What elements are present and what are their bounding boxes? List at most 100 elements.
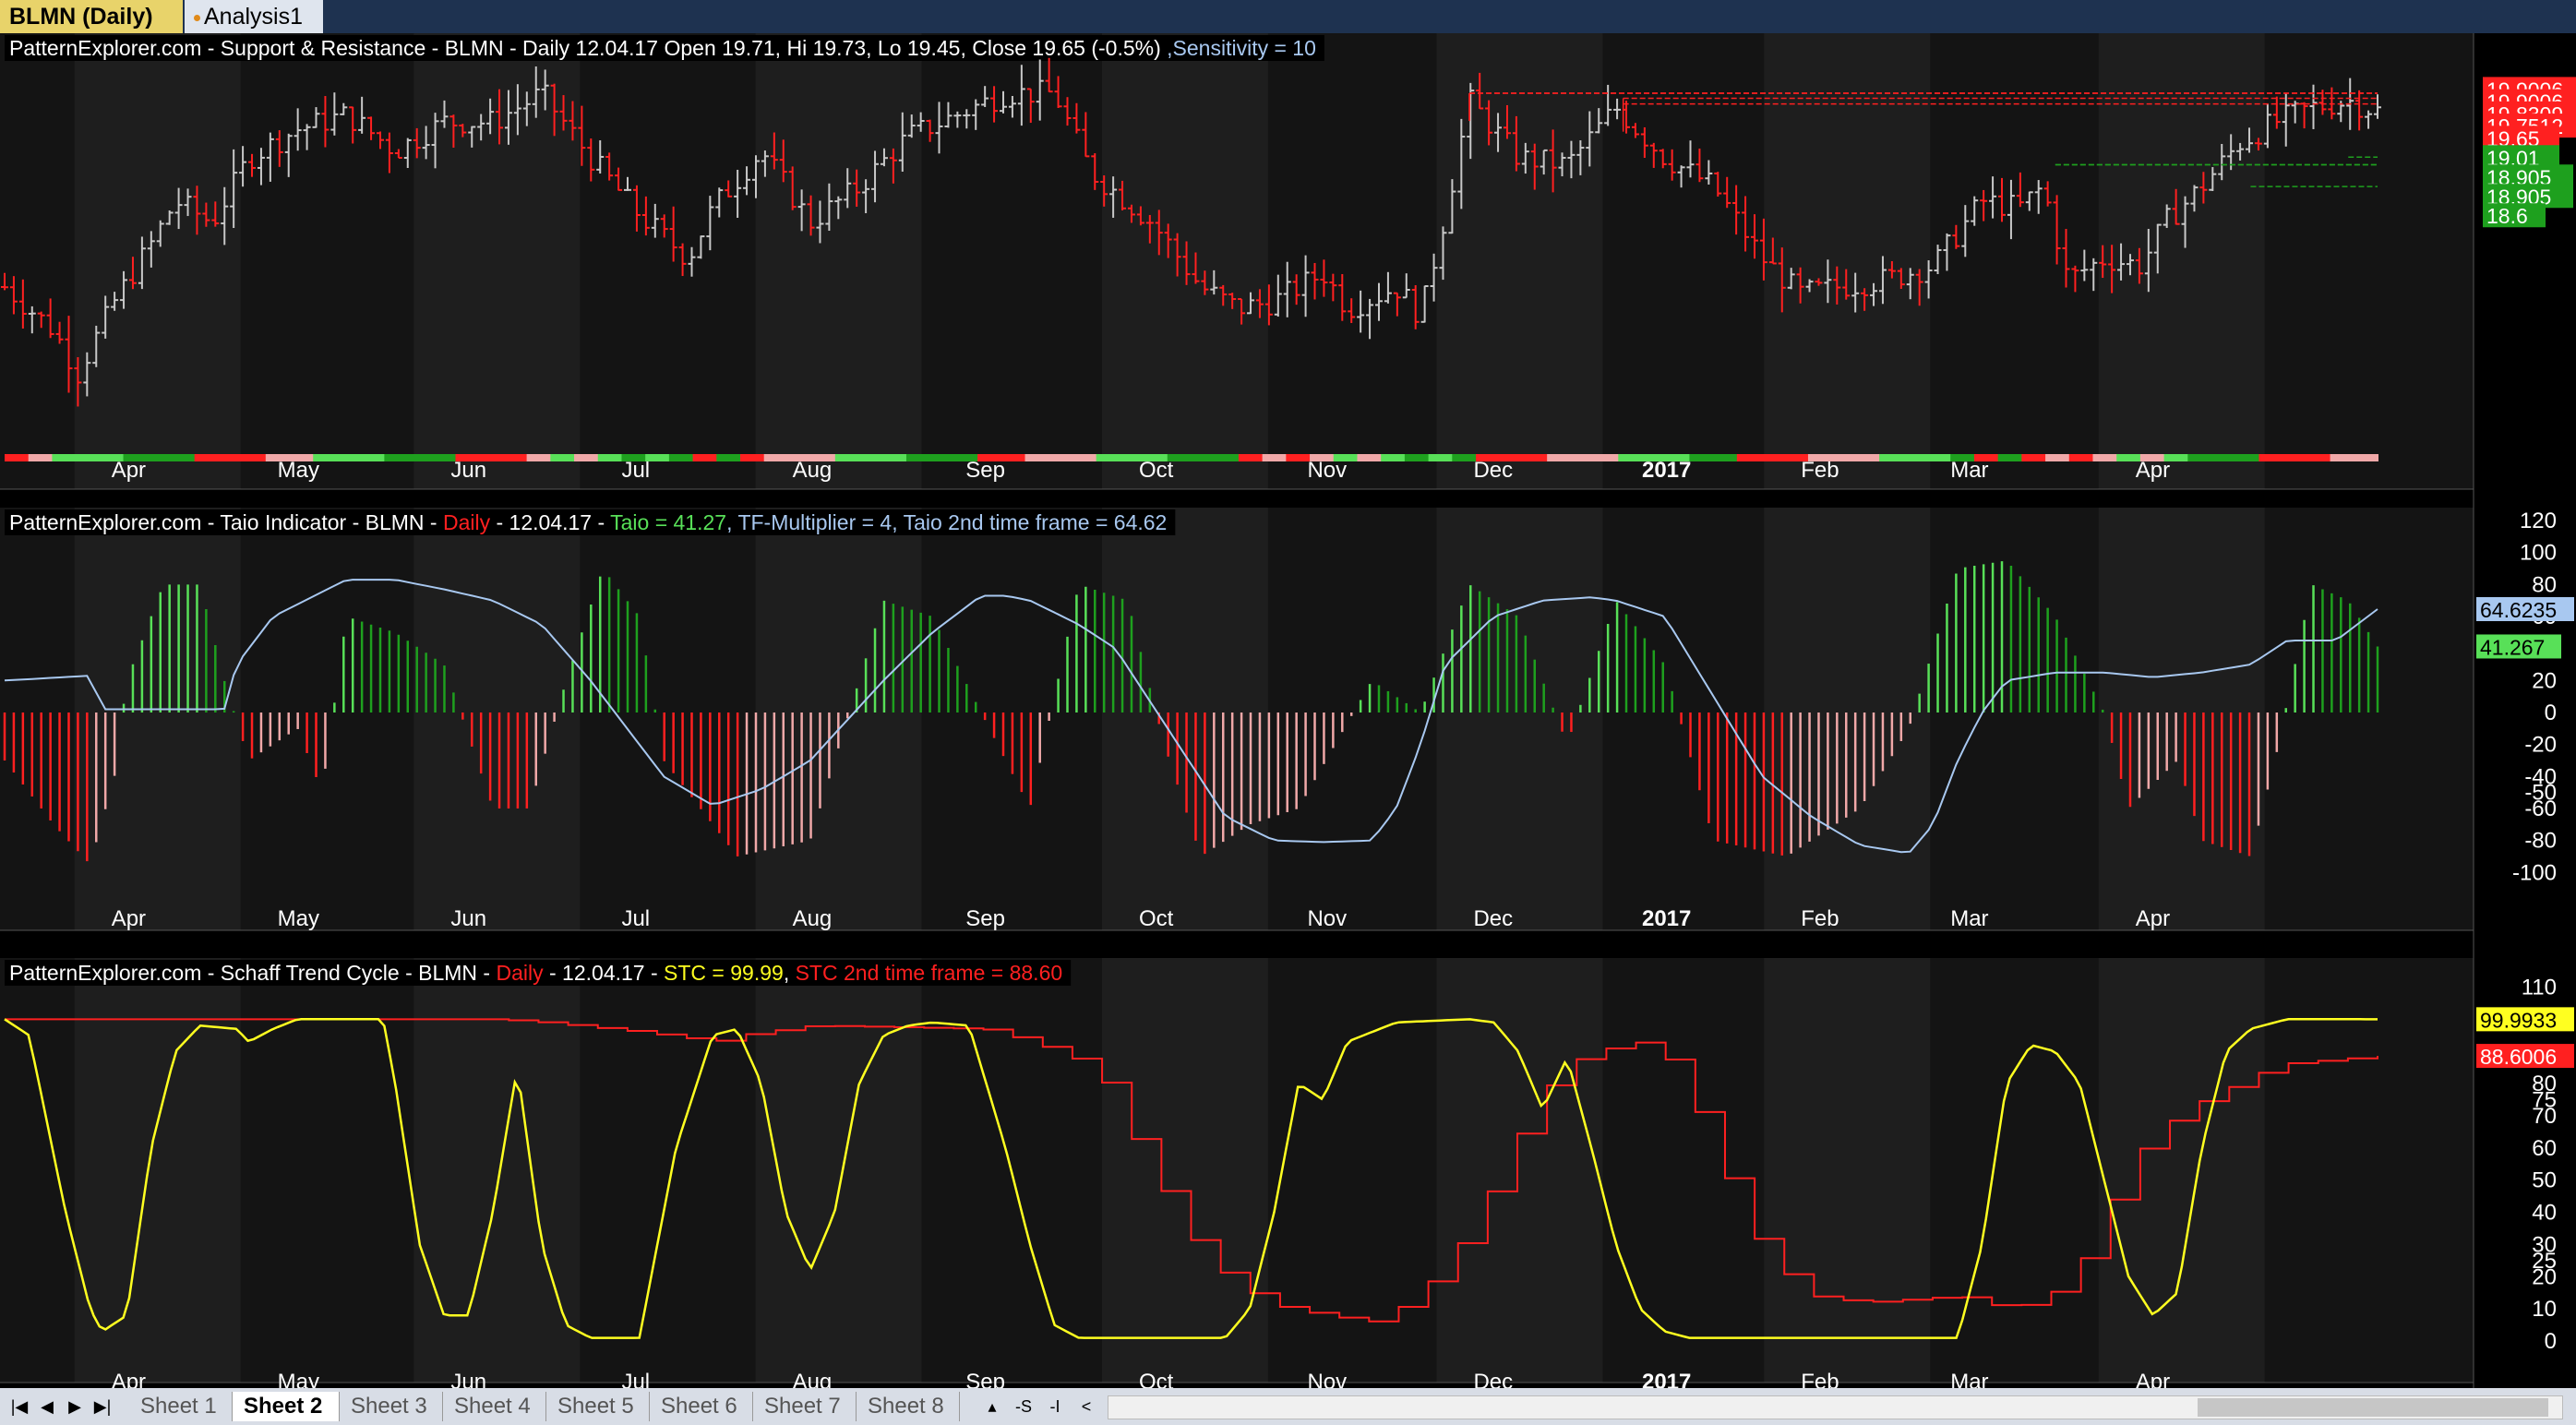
sheet-option-up[interactable]: ▴ bbox=[988, 1397, 997, 1416]
sheet-tab[interactable]: Sheet 5 bbox=[546, 1392, 650, 1421]
ohlc-series bbox=[1, 57, 2381, 407]
strip-segment bbox=[1381, 454, 1406, 461]
strip-segment bbox=[265, 454, 291, 461]
month-stripe bbox=[74, 33, 241, 489]
title-segment: STC = 99.99 bbox=[664, 961, 784, 985]
strip-segment bbox=[242, 454, 267, 461]
strip-segment bbox=[1404, 454, 1430, 461]
month-label: Dec bbox=[1473, 906, 1513, 931]
title-background bbox=[5, 509, 1176, 535]
strip-segment bbox=[858, 454, 884, 461]
title-segment: - 12.04.17 - bbox=[544, 961, 664, 985]
sheet-option-i[interactable]: -I bbox=[1049, 1397, 1060, 1416]
strip-segment bbox=[1144, 454, 1168, 461]
value-label-box bbox=[2476, 1007, 2574, 1032]
sheet-tab[interactable]: Sheet 7 bbox=[753, 1392, 857, 1421]
tab-analysis1[interactable]: Analysis1 bbox=[185, 0, 323, 33]
strip-segment bbox=[2187, 454, 2213, 461]
axis-tick-label: 20 bbox=[2532, 668, 2557, 693]
prev-sheet-button[interactable]: ◀ bbox=[41, 1397, 54, 1416]
last-sheet-button[interactable]: ▶| bbox=[93, 1397, 112, 1416]
strip-segment bbox=[2021, 454, 2047, 461]
month-label: Jun bbox=[450, 906, 486, 931]
title-segment: STC 2nd time frame = 88.60 bbox=[796, 961, 1063, 985]
month-label: Nov bbox=[1307, 1370, 1347, 1388]
analysis-icon bbox=[194, 14, 200, 21]
axis-tick-label: -20 bbox=[2524, 733, 2557, 758]
month-label: Jul bbox=[621, 458, 650, 483]
strip-segment bbox=[1570, 454, 1596, 461]
month-label: Oct bbox=[1139, 1370, 1174, 1388]
title-segment: ,Sensitivity = 10 bbox=[1161, 36, 1316, 60]
axis-tick-label: -40 bbox=[2524, 764, 2557, 789]
strip-segment bbox=[1736, 454, 1762, 461]
sheet-tab-bar: |◀ ◀ ▶ ▶| Sheet 1 Sheet 2 Sheet 3 Sheet 4 Sh… bbox=[0, 1388, 2576, 1425]
panel-title: PatternExplorer.com - Support & Resistan… bbox=[9, 36, 1316, 60]
sheet-tab[interactable]: Sheet 2 bbox=[233, 1392, 340, 1421]
title-segment: Daily bbox=[496, 961, 544, 985]
strip-segment bbox=[1024, 454, 1050, 461]
horizontal-scrollbar[interactable] bbox=[1108, 1395, 2563, 1419]
title-segment: PatternExplorer.com - Schaff Trend Cycle… bbox=[9, 961, 496, 985]
trend-strip bbox=[5, 454, 2378, 461]
sheet-tab[interactable]: Sheet 8 bbox=[857, 1392, 960, 1421]
strip-segment bbox=[1713, 454, 1738, 461]
month-stripe bbox=[1436, 958, 1603, 1383]
axis-tick-label: 100 bbox=[2520, 541, 2557, 566]
value-label-box bbox=[2476, 634, 2561, 659]
strip-segment bbox=[28, 454, 54, 461]
axis-tick-label: -50 bbox=[2524, 781, 2557, 806]
strip-segment bbox=[1902, 454, 1928, 461]
sheet-tab[interactable]: Sheet 1 bbox=[129, 1392, 233, 1421]
next-sheet-button[interactable]: ▶ bbox=[68, 1397, 81, 1416]
scrollbar-thumb[interactable] bbox=[2198, 1398, 2548, 1417]
strip-segment bbox=[1950, 454, 1975, 461]
panel-title: PatternExplorer.com - Schaff Trend Cycle… bbox=[9, 961, 1062, 985]
title-segment: Taio = 41.27 bbox=[610, 510, 726, 534]
strip-segment bbox=[2139, 454, 2165, 461]
tab-blmn-daily[interactable]: BLMN (Daily) bbox=[0, 0, 183, 33]
month-label: May bbox=[278, 906, 319, 931]
strip-segment bbox=[1665, 454, 1691, 461]
axis-tick-label: 10 bbox=[2532, 1297, 2557, 1322]
month-label: Dec bbox=[1473, 458, 1513, 483]
title-segment: PatternExplorer.com - Taio Indicator - B… bbox=[9, 510, 443, 534]
first-sheet-button[interactable]: |◀ bbox=[10, 1397, 29, 1416]
axis-tick-label: 25 bbox=[2532, 1249, 2557, 1274]
strip-segment bbox=[1167, 454, 1192, 461]
month-label: Aug bbox=[793, 458, 833, 483]
month-label: Mar bbox=[1950, 458, 1988, 483]
strip-segment bbox=[2258, 454, 2284, 461]
strip-segment bbox=[1238, 454, 1264, 461]
month-stripe bbox=[755, 33, 922, 489]
axis-tick-label: 80 bbox=[2532, 1072, 2557, 1096]
month-stripe bbox=[413, 958, 581, 1383]
sheet-option-s[interactable]: -S bbox=[1015, 1397, 1032, 1416]
strip-segment bbox=[645, 454, 670, 461]
month-stripe bbox=[2098, 33, 2265, 489]
strip-segment bbox=[1641, 454, 1667, 461]
strip-segment bbox=[431, 454, 457, 461]
month-stripe bbox=[1764, 33, 1931, 489]
strip-segment bbox=[1784, 454, 1809, 461]
sheet-tab[interactable]: Sheet 6 bbox=[650, 1392, 753, 1421]
sheet-tab[interactable]: Sheet 3 bbox=[340, 1392, 443, 1421]
month-label: Oct bbox=[1139, 458, 1174, 483]
chart-area[interactable]: Apr May Jun Jul Aug Sep Oct Nov Dec 2017 Feb Mar Apr… bbox=[0, 33, 2576, 1388]
month-stripe bbox=[1101, 508, 1268, 930]
title-segment: , TF-Multiplier = 4, Taio 2nd time frame… bbox=[726, 510, 1167, 534]
scroll-left-button[interactable]: < bbox=[1081, 1397, 1092, 1416]
strip-segment bbox=[550, 454, 576, 461]
month-label: Jun bbox=[450, 1370, 486, 1388]
strip-segment bbox=[2163, 454, 2189, 461]
month-label: Aug bbox=[793, 906, 833, 931]
title-background bbox=[5, 960, 1072, 986]
strip-segment bbox=[52, 454, 78, 461]
month-label: Nov bbox=[1307, 906, 1347, 931]
tab-analysis1-label: Analysis1 bbox=[204, 4, 303, 30]
value-label-box bbox=[2476, 596, 2574, 621]
sheet-tab[interactable]: Sheet 4 bbox=[443, 1392, 546, 1421]
axis-tick-label: -60 bbox=[2524, 796, 2557, 821]
strip-segment bbox=[1523, 454, 1549, 461]
axis-tick-label: 30 bbox=[2532, 1232, 2557, 1257]
